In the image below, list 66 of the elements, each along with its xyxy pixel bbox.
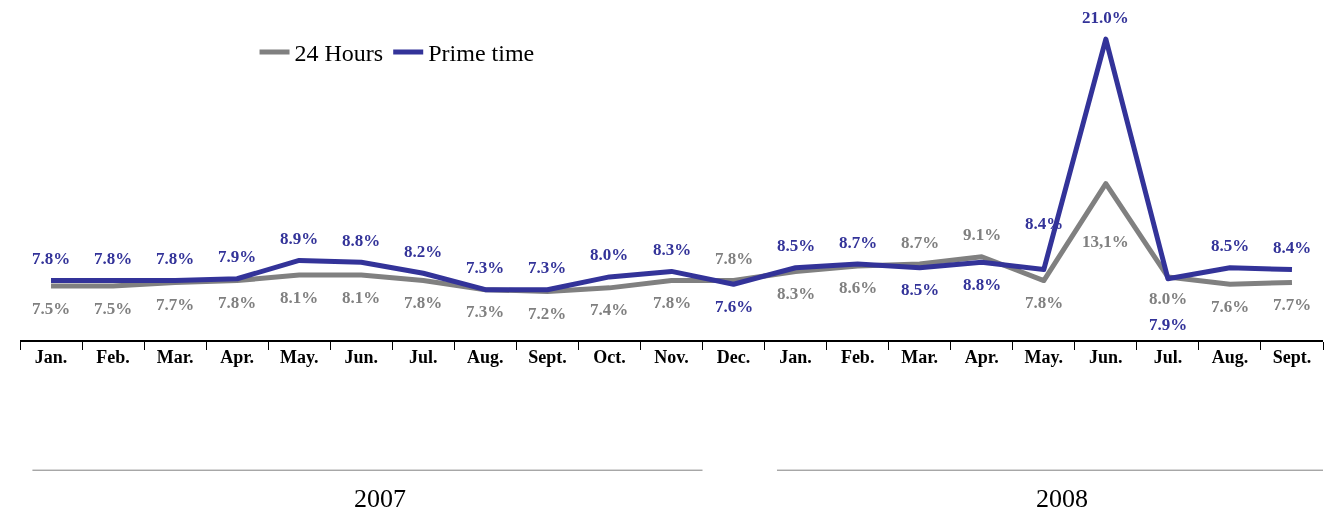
x-tick-label: Oct.: [593, 347, 626, 368]
data-label: 8.7%: [839, 233, 878, 252]
x-tick-label: Apr.: [964, 347, 999, 368]
x-tick-label: Feb.: [840, 347, 875, 368]
data-label: 7.7%: [1273, 295, 1312, 314]
x-tick-label: Aug.: [467, 347, 504, 368]
x-tick-label: May.: [279, 347, 319, 368]
data-label: 7.6%: [1211, 297, 1250, 316]
data-label: 8.5%: [901, 280, 940, 299]
x-tick-label: Sept.: [1272, 347, 1312, 368]
data-label: 9.1%: [963, 225, 1002, 244]
data-label: 8.6%: [839, 278, 878, 297]
data-label: 7.9%: [1149, 315, 1188, 334]
data-label: 7.9%: [218, 247, 257, 266]
text: 2007: [354, 484, 406, 513]
data-label: 8.3%: [777, 284, 816, 303]
data-label: 7.5%: [32, 299, 71, 318]
data-label: 8.8%: [963, 275, 1002, 294]
data-label: 7.3%: [528, 258, 567, 277]
x-tick-label: Jul.: [1153, 347, 1183, 368]
data-label: 7.8%: [32, 249, 71, 268]
data-label: 8.8%: [342, 231, 381, 250]
x-tick-label: Apr.: [220, 347, 255, 368]
data-label: 7.7%: [156, 295, 195, 314]
data-label: 7.5%: [94, 299, 133, 318]
x-tick-label: Mar.: [901, 347, 939, 368]
data-label: 8.5%: [777, 236, 816, 255]
data-label: 8.3%: [653, 240, 692, 259]
x-tick-label: Jan.: [779, 347, 812, 368]
data-label: 7.3%: [466, 258, 505, 277]
text: 2008: [1036, 484, 1088, 513]
data-label: 7.4%: [590, 300, 629, 319]
x-tick-label: May.: [1024, 347, 1064, 368]
data-label: 7.3%: [466, 302, 505, 321]
data-label: 7.6%: [715, 297, 754, 316]
data-label: 7.8%: [715, 249, 754, 268]
data-label: 8.0%: [590, 245, 629, 264]
data-label: 8.4%: [1273, 238, 1312, 257]
data-label: 7.8%: [156, 249, 195, 268]
x-tick-label: Jun.: [344, 347, 379, 368]
data-label: 8.2%: [404, 242, 443, 261]
data-label: 7.8%: [218, 293, 257, 312]
x-tick-label: Dec.: [716, 347, 751, 368]
data-label: 7.8%: [1025, 293, 1064, 312]
data-label: 7.8%: [404, 293, 443, 312]
x-tick-label: Sept.: [528, 347, 567, 368]
data-label: 8.5%: [1211, 236, 1250, 255]
data-label: 13,1%: [1082, 232, 1129, 251]
data-label: 8.7%: [901, 233, 940, 252]
data-label: 8.0%: [1149, 289, 1188, 308]
data-label: 7.8%: [653, 293, 692, 312]
x-tick-label: Jul.: [409, 347, 438, 368]
x-tick-label: Mar.: [156, 347, 194, 368]
legend-label: Prime time: [428, 40, 535, 67]
x-tick-label: Jun.: [1089, 347, 1123, 368]
data-label: 8.1%: [342, 288, 381, 307]
data-label: 8.1%: [280, 288, 319, 307]
legend-label: 24 Hours: [294, 40, 384, 67]
data-label: 7.2%: [528, 304, 567, 323]
x-tick-label: Nov.: [654, 347, 689, 368]
data-label: 7.8%: [94, 249, 133, 268]
x-tick-label: Jan.: [34, 347, 68, 368]
x-tick-label: Aug.: [1211, 347, 1249, 368]
data-label: 8.9%: [280, 229, 319, 248]
x-tick-label: Feb.: [96, 347, 130, 368]
data-label: 21.0%: [1082, 8, 1129, 27]
